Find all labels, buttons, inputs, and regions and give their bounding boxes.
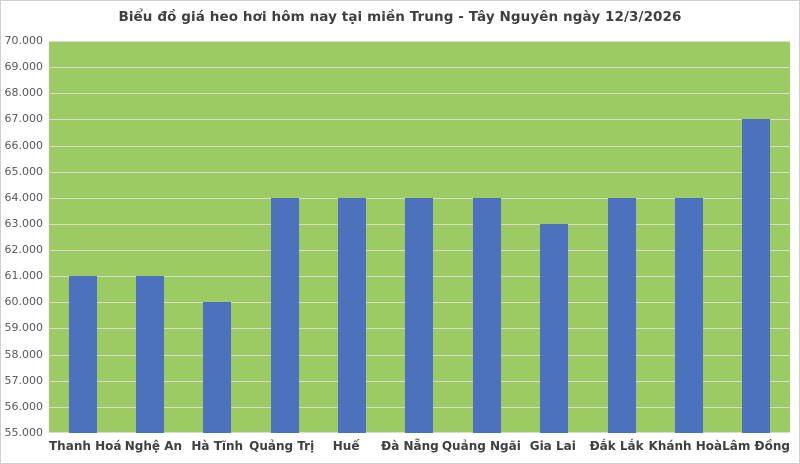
gridline — [49, 119, 790, 120]
bar-1 — [136, 276, 165, 433]
x-tick-label: Hà Tĩnh — [191, 439, 244, 453]
gridline — [49, 67, 790, 68]
x-tick-label: Nghệ An — [124, 439, 183, 453]
bar-2 — [203, 302, 232, 433]
x-tick-label: Thanh Hoá — [49, 439, 122, 453]
gridline — [49, 41, 790, 42]
y-axis: 70.000 69.000 68.000 67.000 66.000 65.000 64.0… — [1, 35, 44, 439]
y-tick-label: 56.000 — [4, 400, 44, 413]
bar-cell — [49, 41, 116, 433]
gridline — [49, 172, 790, 173]
bar-10 — [742, 119, 771, 433]
x-tick-label: Khánh Hoà — [648, 439, 723, 453]
y-tick-label: 70.000 — [4, 34, 44, 47]
bar-9 — [674, 198, 703, 433]
bar-cell — [655, 41, 722, 433]
y-tick-label: 58.000 — [4, 348, 44, 361]
y-tick-label: 65.000 — [4, 165, 44, 178]
bar-cell — [386, 41, 453, 433]
plot-area — [49, 41, 790, 433]
gridline — [49, 93, 790, 94]
bar-cell — [723, 41, 790, 433]
y-tick-label: 57.000 — [4, 374, 44, 387]
y-tick-label: 66.000 — [4, 139, 44, 152]
bar-8 — [607, 198, 636, 433]
bar-6 — [472, 198, 501, 433]
bar-cell — [184, 41, 251, 433]
bar-cell — [116, 41, 183, 433]
x-tick-label: Quảng Trị — [249, 439, 315, 453]
bar-4 — [338, 198, 367, 433]
bar-cell — [318, 41, 385, 433]
bar-series — [49, 41, 790, 433]
x-tick-label: Đắk Lắk — [589, 439, 644, 453]
y-tick-label: 69.000 — [4, 60, 44, 73]
y-tick-label: 59.000 — [4, 321, 44, 334]
y-tick-label: 61.000 — [4, 269, 44, 282]
y-tick-label: 64.000 — [4, 191, 44, 204]
x-tick-label: Đà Nẵng — [381, 439, 439, 453]
chart-title: Biểu đồ giá heo hơi hôm nay tại miền Tru… — [118, 9, 682, 25]
bar-5 — [405, 198, 434, 433]
gridline — [49, 146, 790, 147]
bar-7 — [540, 224, 569, 433]
bar-cell — [453, 41, 520, 433]
bar-0 — [68, 276, 97, 433]
x-tick-label: Quảng Ngãi — [441, 439, 521, 453]
bar-cell — [521, 41, 588, 433]
x-tick-label: Gia Lai — [529, 439, 576, 453]
y-tick-label: 60.000 — [4, 295, 44, 308]
bar-3 — [270, 198, 299, 433]
bar-cell — [251, 41, 318, 433]
y-tick-label: 62.000 — [4, 243, 44, 256]
y-tick-label: 67.000 — [4, 112, 44, 125]
bar-cell — [588, 41, 655, 433]
x-axis: Thanh Hoá Nghệ An Hà Tĩnh Quảng Trị Huế Đà Nẵ… — [49, 439, 790, 453]
x-tick-label: Lâm Đồng — [722, 439, 790, 453]
x-tick-label: Huế — [332, 439, 360, 453]
y-tick-label: 68.000 — [4, 86, 44, 99]
y-tick-label: 55.000 — [4, 426, 44, 439]
y-tick-label: 63.000 — [4, 217, 44, 230]
